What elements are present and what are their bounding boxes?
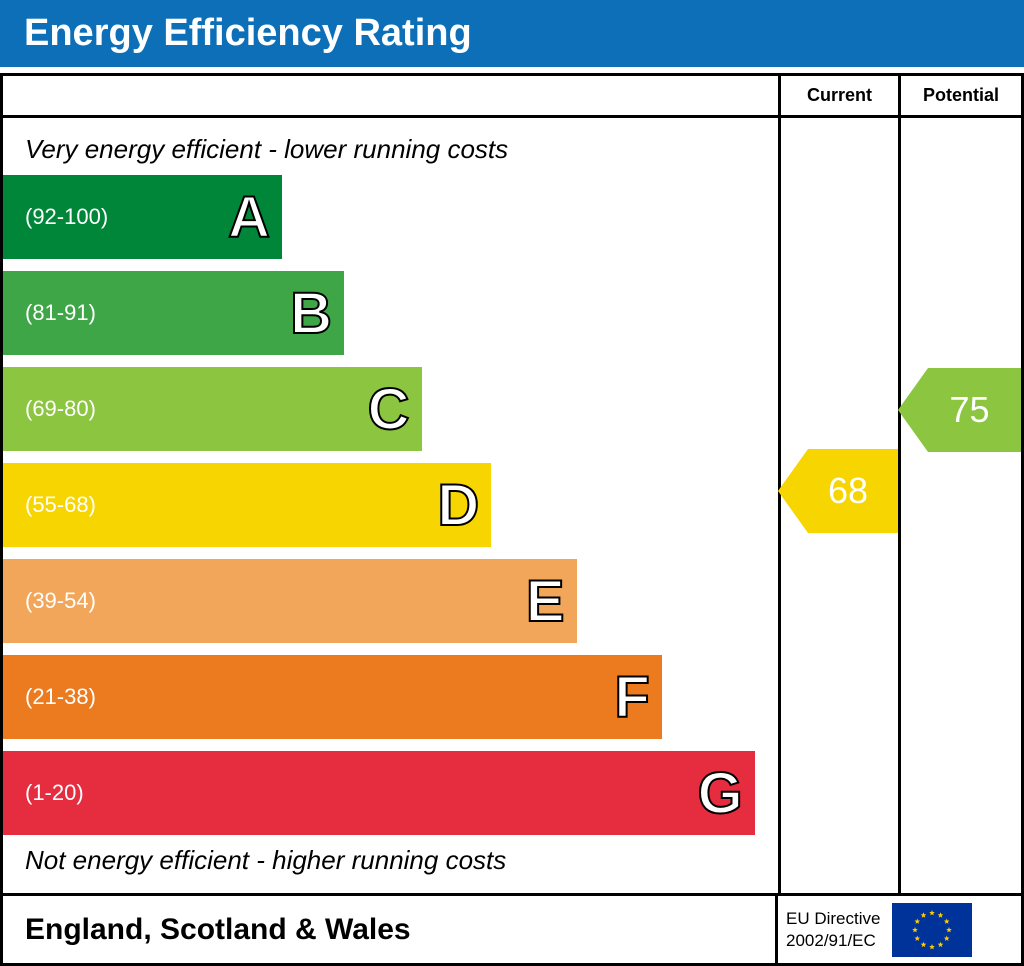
chart-frame: Current Potential Very energy efficient … bbox=[0, 73, 1024, 966]
caption-top: Very energy efficient - lower running co… bbox=[3, 132, 778, 175]
rating-range: (81-91) bbox=[3, 300, 96, 326]
eu-flag-icon bbox=[892, 903, 972, 957]
rating-range: (92-100) bbox=[3, 204, 108, 230]
rating-bar-b: (81-91) B bbox=[3, 271, 344, 355]
epc-chart: Energy Efficiency Rating Current Potenti… bbox=[0, 0, 1024, 966]
current-pointer: 68 bbox=[778, 449, 898, 533]
rating-bar-e: (39-54) E bbox=[3, 559, 577, 643]
footer-row: England, Scotland & Wales EU Directive 2… bbox=[3, 893, 1021, 963]
caption-bottom: Not energy efficient - higher running co… bbox=[3, 835, 778, 878]
rating-letter: E bbox=[526, 568, 565, 635]
rating-range: (1-20) bbox=[3, 780, 84, 806]
eu-line1: EU Directive bbox=[786, 908, 880, 929]
body-row: Very energy efficient - lower running co… bbox=[3, 118, 1021, 893]
title-bar: Energy Efficiency Rating bbox=[0, 0, 1024, 67]
rating-bar-f: (21-38) F bbox=[3, 655, 662, 739]
rating-bar-c: (69-80) C bbox=[3, 367, 422, 451]
current-column: 68 bbox=[778, 118, 898, 893]
footer-eu: EU Directive 2002/91/EC bbox=[778, 896, 1021, 963]
rating-bar-g: (1-20) G bbox=[3, 751, 755, 835]
footer-region: England, Scotland & Wales bbox=[3, 896, 778, 963]
rating-range: (21-38) bbox=[3, 684, 96, 710]
rating-letter: F bbox=[614, 664, 649, 731]
pointer-arrowhead bbox=[778, 449, 808, 533]
eu-directive-text: EU Directive 2002/91/EC bbox=[786, 908, 880, 951]
current-value: 68 bbox=[808, 449, 898, 533]
rating-bar-d: (55-68) D bbox=[3, 463, 491, 547]
rating-range: (39-54) bbox=[3, 588, 96, 614]
header-current: Current bbox=[778, 76, 898, 115]
rating-letter: G bbox=[698, 760, 743, 827]
pointer-arrowhead bbox=[898, 368, 928, 452]
bar-stack: (92-100) A (81-91) B (69-80) C (55-68) D (39-54)… bbox=[3, 175, 778, 835]
rating-range: (55-68) bbox=[3, 492, 96, 518]
rating-bar-a: (92-100) A bbox=[3, 175, 282, 259]
header-potential: Potential bbox=[898, 76, 1021, 115]
bars-column: Very energy efficient - lower running co… bbox=[3, 118, 778, 893]
rating-range: (69-80) bbox=[3, 396, 96, 422]
rating-letter: D bbox=[437, 472, 479, 539]
potential-pointer: 75 bbox=[898, 368, 1021, 452]
eu-line2: 2002/91/EC bbox=[786, 930, 880, 951]
rating-letter: A bbox=[228, 184, 270, 251]
rating-letter: B bbox=[290, 280, 332, 347]
potential-value: 75 bbox=[928, 368, 1021, 452]
header-row: Current Potential bbox=[3, 76, 1021, 118]
rating-letter: C bbox=[368, 376, 410, 443]
potential-column: 75 bbox=[898, 118, 1021, 893]
